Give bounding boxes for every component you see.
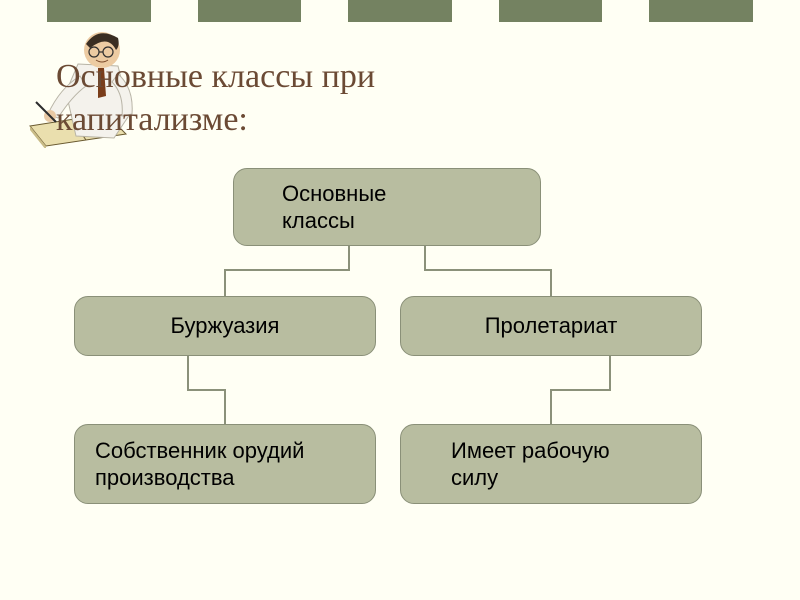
node-root-l2: классы	[282, 207, 540, 235]
node-right2: Имеет рабочую силу	[400, 424, 702, 504]
node-right2-l1: Имеет рабочую	[451, 437, 701, 465]
node-right1-l1: Пролетариат	[485, 312, 618, 340]
node-root: Основные классы	[233, 168, 541, 246]
node-left1: Буржуазия	[74, 296, 376, 356]
node-left2-l1: Собственник орудий	[95, 437, 375, 465]
node-right1: Пролетариат	[400, 296, 702, 356]
node-left2-l2: производства	[95, 464, 375, 492]
node-right2-l2: силу	[451, 464, 701, 492]
node-left1-l1: Буржуазия	[171, 312, 280, 340]
title-line2: капитализме:	[56, 101, 248, 138]
title-line1: Основные классы при	[56, 58, 375, 95]
slide-title: Основные классы при капитализме:	[56, 56, 375, 141]
node-left2: Собственник орудий производства	[74, 424, 376, 504]
node-root-l1: Основные	[282, 180, 540, 208]
